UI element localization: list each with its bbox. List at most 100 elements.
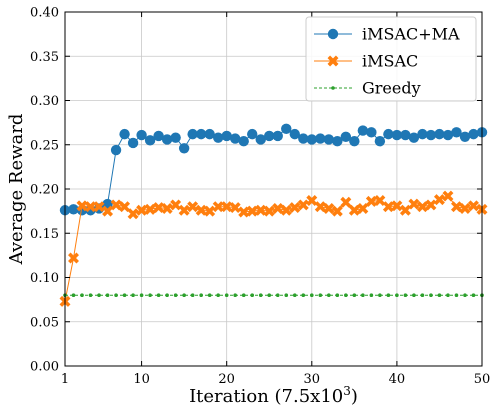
data-point bbox=[187, 201, 199, 213]
data-point bbox=[323, 134, 335, 145]
data-point bbox=[85, 201, 97, 213]
data-point bbox=[408, 132, 420, 143]
data-point bbox=[446, 293, 450, 298]
data-point bbox=[434, 128, 445, 140]
data-point bbox=[190, 293, 195, 298]
legend-marker bbox=[327, 28, 339, 40]
y-tick-label: 0.35 bbox=[30, 50, 59, 65]
y-tick-label: 0.30 bbox=[30, 94, 59, 109]
data-point bbox=[221, 201, 233, 213]
data-point bbox=[161, 134, 173, 145]
data-point bbox=[301, 293, 306, 298]
legend-marker bbox=[331, 86, 335, 90]
legend: iMSAC+MA iMSAC Greedy bbox=[305, 16, 477, 102]
data-point bbox=[412, 293, 416, 298]
data-point bbox=[267, 293, 272, 298]
x-tick-label: 30 bbox=[304, 372, 321, 387]
data-point bbox=[297, 199, 309, 211]
data-point bbox=[153, 202, 165, 214]
data-point bbox=[204, 205, 216, 217]
y-axis-label: Average Reward bbox=[6, 114, 27, 266]
data-point bbox=[327, 293, 331, 298]
data-point bbox=[378, 293, 382, 298]
data-point bbox=[306, 134, 317, 145]
data-point bbox=[148, 293, 152, 298]
series-group bbox=[59, 123, 488, 307]
legend-label: Greedy bbox=[362, 79, 421, 98]
data-point bbox=[233, 293, 238, 298]
data-point bbox=[429, 293, 433, 298]
data-point bbox=[318, 293, 323, 298]
data-point bbox=[357, 202, 369, 214]
data-point bbox=[199, 293, 203, 298]
data-point bbox=[250, 293, 255, 298]
data-point bbox=[71, 293, 76, 298]
y-tick-label: 0.00 bbox=[30, 360, 59, 375]
data-point bbox=[395, 293, 399, 298]
data-point bbox=[212, 201, 224, 213]
data-point bbox=[195, 128, 207, 140]
data-point bbox=[224, 293, 229, 298]
data-point bbox=[170, 199, 182, 211]
data-point bbox=[399, 204, 411, 216]
data-point bbox=[212, 132, 224, 143]
series-1 bbox=[59, 190, 488, 307]
data-point bbox=[383, 128, 394, 140]
data-point bbox=[255, 134, 266, 145]
legend-label: iMSAC+MA bbox=[362, 25, 460, 44]
x-tick-label: 50 bbox=[474, 372, 491, 387]
x-axis-label-superscript: 3 bbox=[343, 384, 351, 398]
data-point bbox=[344, 293, 348, 298]
data-point bbox=[110, 144, 122, 156]
data-point bbox=[314, 201, 326, 213]
data-point bbox=[127, 208, 139, 220]
data-point bbox=[258, 293, 263, 298]
data-point bbox=[292, 293, 297, 298]
data-point bbox=[247, 128, 258, 140]
data-point bbox=[289, 202, 301, 214]
data-point bbox=[114, 293, 118, 298]
data-point bbox=[332, 136, 343, 147]
data-point bbox=[182, 293, 186, 298]
data-point bbox=[289, 128, 300, 140]
data-point bbox=[433, 194, 445, 206]
data-point bbox=[280, 204, 292, 216]
data-point bbox=[386, 293, 391, 298]
data-point bbox=[161, 202, 173, 214]
y-tick-label: 0.20 bbox=[30, 183, 59, 198]
data-point bbox=[323, 202, 335, 214]
data-point bbox=[369, 293, 374, 298]
data-point bbox=[173, 293, 178, 298]
data-point bbox=[468, 200, 479, 212]
data-point bbox=[136, 129, 147, 141]
data-point bbox=[425, 129, 437, 141]
y-tick-label: 0.25 bbox=[30, 138, 59, 153]
data-point bbox=[139, 293, 144, 298]
data-point bbox=[68, 252, 79, 264]
data-point bbox=[471, 293, 476, 298]
x-tick-label: 20 bbox=[218, 372, 235, 387]
data-point bbox=[221, 130, 232, 142]
data-point bbox=[335, 293, 340, 298]
data-point bbox=[275, 293, 280, 298]
data-point bbox=[80, 293, 84, 298]
x-axis-label-close: ) bbox=[351, 386, 358, 407]
data-point bbox=[272, 202, 284, 214]
data-point bbox=[170, 132, 181, 143]
axis-ticks: 1 10 20 30 40 50 0.00 0.05 0.10 0.15 0.20 0.25 0.30 0… bbox=[30, 6, 490, 388]
data-point bbox=[207, 293, 212, 298]
series-2 bbox=[63, 293, 484, 298]
data-point bbox=[241, 293, 246, 298]
data-point bbox=[340, 131, 352, 142]
data-point bbox=[463, 293, 467, 298]
data-point bbox=[437, 293, 442, 298]
data-point bbox=[204, 128, 215, 140]
data-point bbox=[416, 201, 428, 213]
data-point bbox=[374, 195, 386, 206]
data-point bbox=[229, 202, 241, 214]
data-point bbox=[403, 293, 408, 298]
data-point bbox=[281, 123, 292, 135]
data-point bbox=[361, 293, 365, 298]
